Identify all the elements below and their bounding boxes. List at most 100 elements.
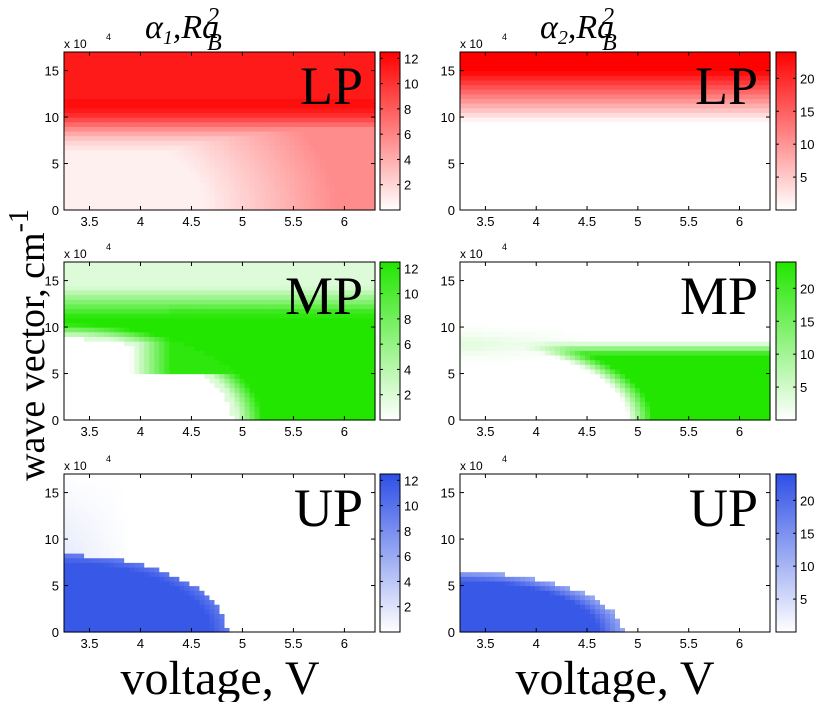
heatmap-cell: [124, 285, 130, 291]
heatmap-cell: [139, 79, 145, 86]
heatmap-cell: [94, 313, 100, 319]
heatmap-cell: [119, 396, 125, 403]
heatmap-cell: [725, 163, 731, 169]
heatmap-cell: [249, 196, 256, 202]
heatmap-cell: [585, 144, 591, 151]
heatmap-cell: [540, 98, 546, 104]
heatmap-cell: [650, 103, 656, 109]
heatmap-cell: [299, 56, 306, 62]
heatmap-cell: [630, 186, 636, 193]
heatmap-cell: [224, 70, 231, 76]
heatmap-cell: [655, 196, 661, 202]
heatmap-cell: [229, 158, 236, 165]
heatmap-cell: [94, 186, 100, 193]
heatmap-cell: [344, 200, 351, 206]
heatmap-cell: [645, 61, 651, 67]
y-tick-label: 10: [441, 110, 455, 125]
heatmap-cell: [74, 271, 80, 277]
heatmap-cell: [264, 158, 271, 165]
heatmap-cell: [620, 196, 626, 202]
heatmap-cell: [354, 158, 361, 165]
heatmap-cell: [660, 89, 666, 95]
heatmap-cell: [560, 149, 566, 155]
heatmap-cell: [129, 126, 135, 132]
heatmap-cell: [510, 154, 516, 160]
heatmap-cell: [234, 163, 241, 169]
heatmap-cell: [264, 191, 271, 197]
heatmap-cell: [144, 98, 150, 104]
heatmap-cell: [74, 336, 80, 342]
heatmap-cell: [124, 98, 130, 104]
heatmap-cell: [134, 177, 140, 183]
heatmap-cell: [760, 98, 766, 104]
heatmap-cell: [545, 107, 551, 114]
heatmap-cell: [595, 121, 601, 127]
heatmap-cell: [99, 98, 105, 104]
heatmap-cell: [119, 84, 125, 90]
heatmap-cell: [690, 65, 696, 72]
heatmap-cell: [665, 163, 671, 169]
heatmap-cell: [590, 98, 596, 104]
heatmap-cell: [580, 154, 586, 160]
heatmap-cell: [84, 56, 90, 62]
heatmap-cell: [720, 65, 726, 72]
heatmap-cell: [159, 168, 165, 174]
heatmap-cell: [520, 98, 526, 104]
heatmap-cell: [665, 205, 671, 211]
heatmap-cell: [284, 56, 291, 62]
heatmap-cell: [89, 280, 95, 286]
heatmap-cell: [720, 168, 726, 174]
heatmap-cell: [254, 112, 261, 118]
heatmap-cell: [119, 158, 125, 165]
heatmap-cell: [615, 135, 621, 141]
heatmap-cell: [289, 98, 296, 104]
heatmap-cell: [109, 378, 115, 384]
heatmap-cell: [79, 341, 85, 347]
heatmap-cell: [364, 168, 371, 174]
heatmap-cell: [84, 271, 90, 277]
heatmap-cell: [680, 191, 686, 197]
heatmap-cell: [560, 89, 566, 95]
heatmap-cell: [515, 112, 521, 118]
heatmap-cell: [269, 126, 276, 132]
heatmap-cell: [84, 93, 90, 100]
heatmap-cell: [74, 70, 80, 76]
heatmap-cell: [359, 191, 366, 197]
heatmap-cell: [114, 56, 120, 62]
heatmap-cell: [349, 61, 356, 67]
heatmap-cell: [194, 103, 201, 109]
heatmap-cell: [79, 205, 85, 211]
heatmap-cell: [550, 79, 556, 86]
heatmap-cell: [139, 196, 145, 202]
heatmap-cell: [485, 52, 491, 58]
heatmap-cell: [84, 89, 90, 95]
heatmap-cell: [369, 93, 376, 100]
heatmap-cell: [525, 200, 531, 206]
heatmap-cell: [289, 163, 296, 169]
heatmap-cell: [359, 205, 366, 211]
heatmap-cell: [470, 65, 476, 72]
heatmap-cell: [685, 177, 691, 183]
heatmap-cell: [164, 163, 170, 169]
heatmap-cell: [695, 182, 701, 188]
heatmap-cell: [595, 131, 601, 137]
heatmap-cell: [570, 200, 576, 206]
heatmap-cell: [700, 70, 706, 76]
heatmap-cell: [274, 103, 281, 109]
heatmap-cell: [194, 126, 201, 132]
heatmap-cell: [114, 144, 120, 151]
heatmap-cell: [525, 182, 531, 188]
heatmap-cell: [99, 308, 105, 314]
heatmap-cell: [94, 98, 100, 104]
heatmap-cell: [119, 289, 125, 296]
heatmap-cell: [259, 196, 266, 202]
heatmap-cell: [600, 196, 606, 202]
heatmap-cell: [104, 364, 110, 370]
heatmap-cell: [99, 172, 105, 179]
heatmap-cell: [685, 200, 691, 206]
heatmap-cell: [735, 172, 741, 179]
heatmap-cell: [139, 112, 145, 118]
heatmap-cell: [339, 103, 346, 109]
heatmap-cell: [169, 112, 175, 118]
heatmap-cell: [74, 396, 80, 403]
